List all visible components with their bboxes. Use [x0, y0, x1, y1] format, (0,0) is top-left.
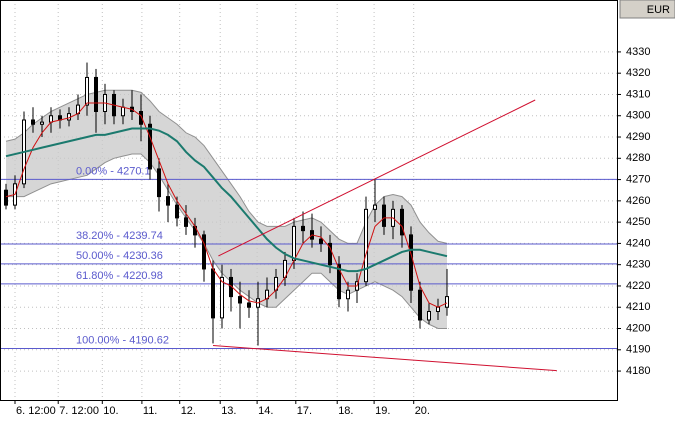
moving-average — [5, 102, 448, 308]
candle-body — [409, 234, 414, 291]
y-tick-label: 4300 — [626, 110, 650, 122]
trendline — [218, 99, 536, 257]
candle-body — [418, 289, 423, 321]
fib-label: 100.00% - 4190.62 — [76, 334, 169, 346]
x-tick-label: 6. 12:00 — [16, 405, 56, 417]
candle-body — [220, 276, 225, 319]
candle-body — [400, 208, 405, 236]
candle-body — [301, 225, 306, 232]
candle-body — [85, 76, 90, 106]
candle-body — [67, 113, 72, 121]
candle-body — [175, 204, 180, 219]
y-tick-label: 4180 — [626, 365, 650, 377]
x-tick-label: 14. — [258, 405, 273, 417]
fib-label: 61.80% - 4220.98 — [76, 270, 163, 282]
x-tick-label: 18. — [338, 405, 353, 417]
candle-body — [121, 106, 126, 117]
fib-label: 38.20% - 4239.74 — [76, 230, 163, 242]
x-tick-label: 13. — [221, 405, 236, 417]
candle-body — [346, 289, 351, 300]
plot-frame — [0, 0, 618, 401]
candle-body — [445, 296, 450, 308]
band-lower — [6, 153, 448, 330]
y-tick-label: 4200 — [626, 322, 650, 334]
x-tick-label: 10. — [103, 405, 118, 417]
symbol-label: EUR — [647, 4, 670, 16]
y-tick-label: 4250 — [626, 216, 650, 228]
candle-body — [382, 204, 387, 227]
moving-average — [5, 127, 448, 273]
y-tick-label: 4210 — [626, 301, 650, 313]
x-tick-label: 11. — [143, 405, 157, 417]
candle-body — [148, 123, 153, 170]
y-tick-label: 4260 — [626, 195, 650, 207]
x-tick-label: 17. — [297, 405, 312, 417]
candle-body — [292, 225, 297, 261]
x-tick-label: 7. 12:00 — [59, 405, 99, 417]
candle-body — [94, 76, 99, 112]
candle-body — [4, 189, 9, 206]
candle-body — [427, 310, 432, 321]
candle-body — [49, 115, 54, 123]
candle-body — [247, 302, 252, 308]
candle-body — [157, 168, 162, 198]
candle-body — [139, 110, 144, 125]
y-tick-label: 4290 — [626, 131, 650, 143]
candle-body — [436, 306, 441, 312]
candle-body — [166, 196, 171, 206]
y-tick-label: 4230 — [626, 259, 650, 271]
candle-body — [184, 217, 189, 227]
x-tick-label: 19. — [375, 405, 390, 417]
candle-body — [202, 234, 207, 270]
candle-body — [211, 268, 216, 319]
candle-body — [40, 121, 45, 125]
y-tick-label: 4190 — [626, 344, 650, 356]
fib-label: 0.00% - 4270.1 — [76, 165, 151, 177]
candle-body — [364, 208, 369, 283]
y-tick-label: 4270 — [626, 173, 650, 185]
symbol-box — [619, 0, 675, 19]
candle-body — [31, 119, 36, 125]
candle-body — [337, 264, 342, 300]
trendline — [212, 345, 557, 372]
x-tick-label: 20. — [415, 405, 430, 417]
candle-body — [373, 204, 378, 210]
candle-body — [319, 238, 324, 244]
candle-body — [238, 296, 243, 304]
fib-label: 50.00% - 4230.36 — [76, 250, 163, 262]
y-tick-label: 4310 — [626, 88, 650, 100]
candle-body — [328, 242, 333, 266]
y-tick-label: 4330 — [626, 46, 650, 58]
x-tick-label: 12. — [181, 405, 196, 417]
y-tick-label: 4220 — [626, 280, 650, 292]
y-tick-label: 4280 — [626, 152, 650, 164]
y-tick-label: 4240 — [626, 237, 650, 249]
y-tick-label: 4320 — [626, 67, 650, 79]
